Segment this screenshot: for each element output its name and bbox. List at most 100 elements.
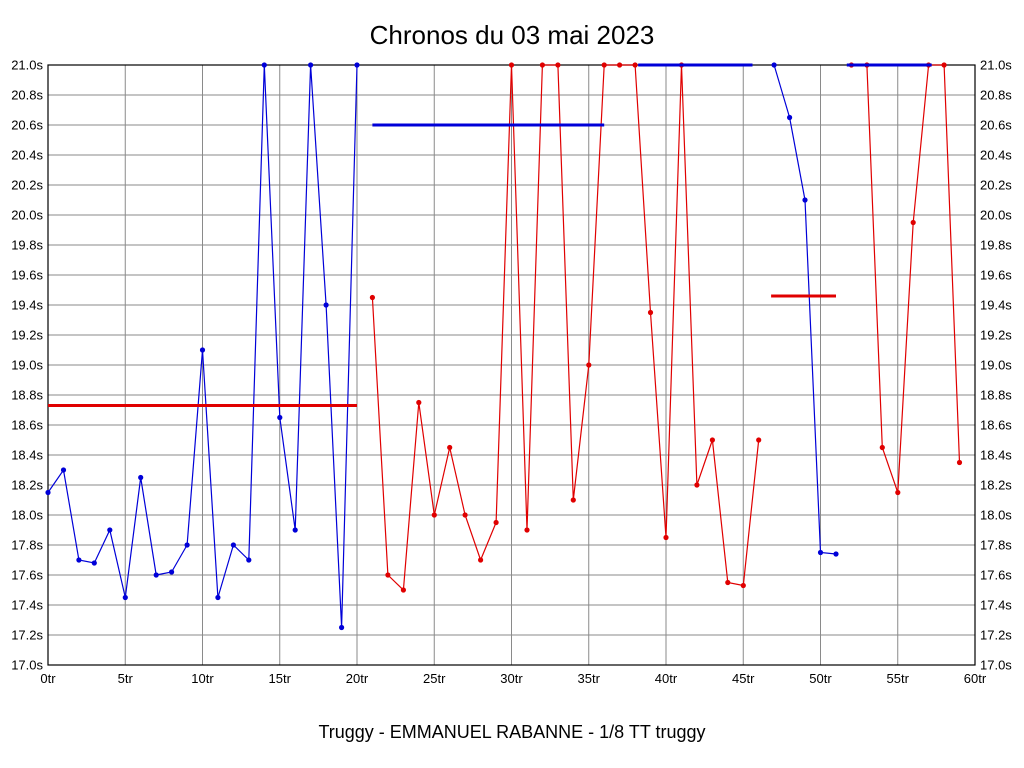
y-tick-label-left: 18.0s: [11, 508, 43, 523]
data-point-run-1: [138, 474, 144, 481]
data-point-run-4: [910, 219, 916, 226]
data-point-run-2: [462, 512, 468, 518]
data-point-run-1: [199, 347, 206, 353]
data-point-run-1: [246, 557, 252, 563]
y-tick-label-left: 18.2s: [11, 478, 43, 493]
y-tick-label-right: 20.4s: [980, 148, 1012, 163]
x-tick-label: 40tr: [655, 671, 678, 686]
data-point-run-1: [76, 557, 82, 563]
x-tick-label: 10tr: [191, 671, 214, 686]
data-point-run-2: [570, 497, 576, 503]
data-point-run-1: [122, 594, 128, 601]
data-point-run-2: [647, 309, 654, 316]
x-tick-label: 55tr: [887, 671, 910, 686]
data-point-run-2: [632, 62, 638, 68]
data-point-run-1: [323, 302, 329, 308]
series-line-run-2: [371, 64, 760, 592]
y-tick-label-left: 17.2s: [11, 628, 43, 643]
y-tick-label-right: 20.6s: [980, 118, 1012, 133]
y-tick-label-right: 17.8s: [980, 538, 1012, 553]
data-point-run-1: [45, 489, 51, 496]
data-point-run-2: [756, 437, 762, 443]
y-tick-label-left: 18.4s: [11, 448, 43, 463]
data-point-run-1: [60, 467, 67, 473]
series-line-run-3: [773, 64, 837, 555]
y-tick-label-left: 19.4s: [11, 298, 43, 313]
y-tick-label-left: 20.4s: [11, 148, 43, 163]
data-point-run-2: [524, 527, 530, 533]
data-point-run-2: [709, 437, 716, 443]
data-point-run-2: [508, 62, 515, 68]
data-point-run-2: [617, 62, 623, 68]
data-point-run-3: [833, 551, 839, 557]
x-tick-label: 50tr: [809, 671, 832, 686]
data-point-run-3: [771, 62, 777, 68]
y-tick-label-left: 17.4s: [11, 598, 43, 613]
y-tick-label-right: 18.0s: [980, 508, 1012, 523]
y-tick-label-left: 20.8s: [11, 88, 43, 103]
x-tick-label: 35tr: [578, 671, 601, 686]
data-point-run-3: [802, 197, 808, 203]
y-tick-label-left: 18.8s: [11, 388, 43, 403]
y-tick-label-right: 20.0s: [980, 208, 1012, 223]
data-point-run-2: [400, 587, 406, 593]
data-point-run-1: [277, 414, 283, 421]
x-tick-label: 30tr: [500, 671, 523, 686]
data-point-run-4: [941, 62, 947, 68]
y-tick-label-right: 19.4s: [980, 298, 1012, 313]
x-tick-label: 20tr: [346, 671, 369, 686]
y-tick-label-left: 18.6s: [11, 418, 43, 433]
data-point-run-2: [539, 62, 546, 68]
x-tick-label: 15tr: [269, 671, 292, 686]
y-tick-label-left: 19.0s: [11, 358, 43, 373]
y-tick-label-left: 19.2s: [11, 328, 43, 343]
y-tick-label-left: 20.6s: [11, 118, 43, 133]
data-point-run-2: [725, 579, 731, 586]
data-point-run-1: [230, 542, 236, 548]
data-point-run-2: [385, 572, 391, 578]
x-tick-label: 5tr: [118, 671, 134, 686]
data-point-run-2: [431, 512, 437, 518]
y-tick-label-right: 20.8s: [980, 88, 1012, 103]
y-tick-label-left: 19.8s: [11, 238, 43, 253]
data-point-run-1: [339, 624, 345, 631]
y-tick-label-left: 17.8s: [11, 538, 43, 553]
data-point-run-2: [555, 62, 561, 68]
data-point-run-4: [895, 489, 901, 496]
data-point-run-1: [261, 62, 267, 68]
data-point-run-1: [153, 572, 159, 578]
data-point-run-3: [817, 549, 824, 556]
data-point-run-2: [601, 62, 607, 68]
y-tick-label-left: 19.6s: [11, 268, 43, 283]
data-point-run-2: [369, 294, 375, 301]
data-point-run-2: [663, 534, 669, 541]
data-point-run-2: [740, 582, 746, 589]
y-tick-label-right: 17.2s: [980, 628, 1012, 643]
data-point-run-2: [586, 362, 592, 368]
y-tick-label-left: 21.0s: [11, 58, 43, 73]
data-point-run-1: [107, 527, 113, 533]
data-point-run-1: [354, 62, 360, 68]
x-tick-label: 0tr: [40, 671, 56, 686]
y-tick-label-right: 20.2s: [980, 178, 1012, 193]
data-point-run-2: [478, 557, 484, 563]
y-tick-label-right: 19.8s: [980, 238, 1012, 253]
x-tick-label: 25tr: [423, 671, 446, 686]
data-point-run-1: [169, 569, 175, 575]
chart-caption: Truggy - EMMANUEL RABANNE - 1/8 TT trugg…: [318, 722, 706, 742]
y-tick-label-right: 21.0s: [980, 58, 1012, 73]
y-tick-label-right: 17.4s: [980, 598, 1012, 613]
y-tick-label-right: 19.2s: [980, 328, 1012, 343]
data-point-run-2: [493, 519, 499, 526]
data-point-run-2: [694, 482, 700, 488]
y-tick-label-right: 19.0s: [980, 358, 1012, 373]
y-tick-label-right: 18.2s: [980, 478, 1012, 493]
y-tick-label-right: 18.6s: [980, 418, 1012, 433]
data-point-run-2: [447, 444, 453, 451]
data-point-run-3: [787, 114, 793, 121]
chart-title: Chronos du 03 mai 2023: [369, 20, 655, 50]
y-tick-label-right: 18.4s: [980, 448, 1012, 463]
data-point-run-1: [91, 560, 97, 566]
